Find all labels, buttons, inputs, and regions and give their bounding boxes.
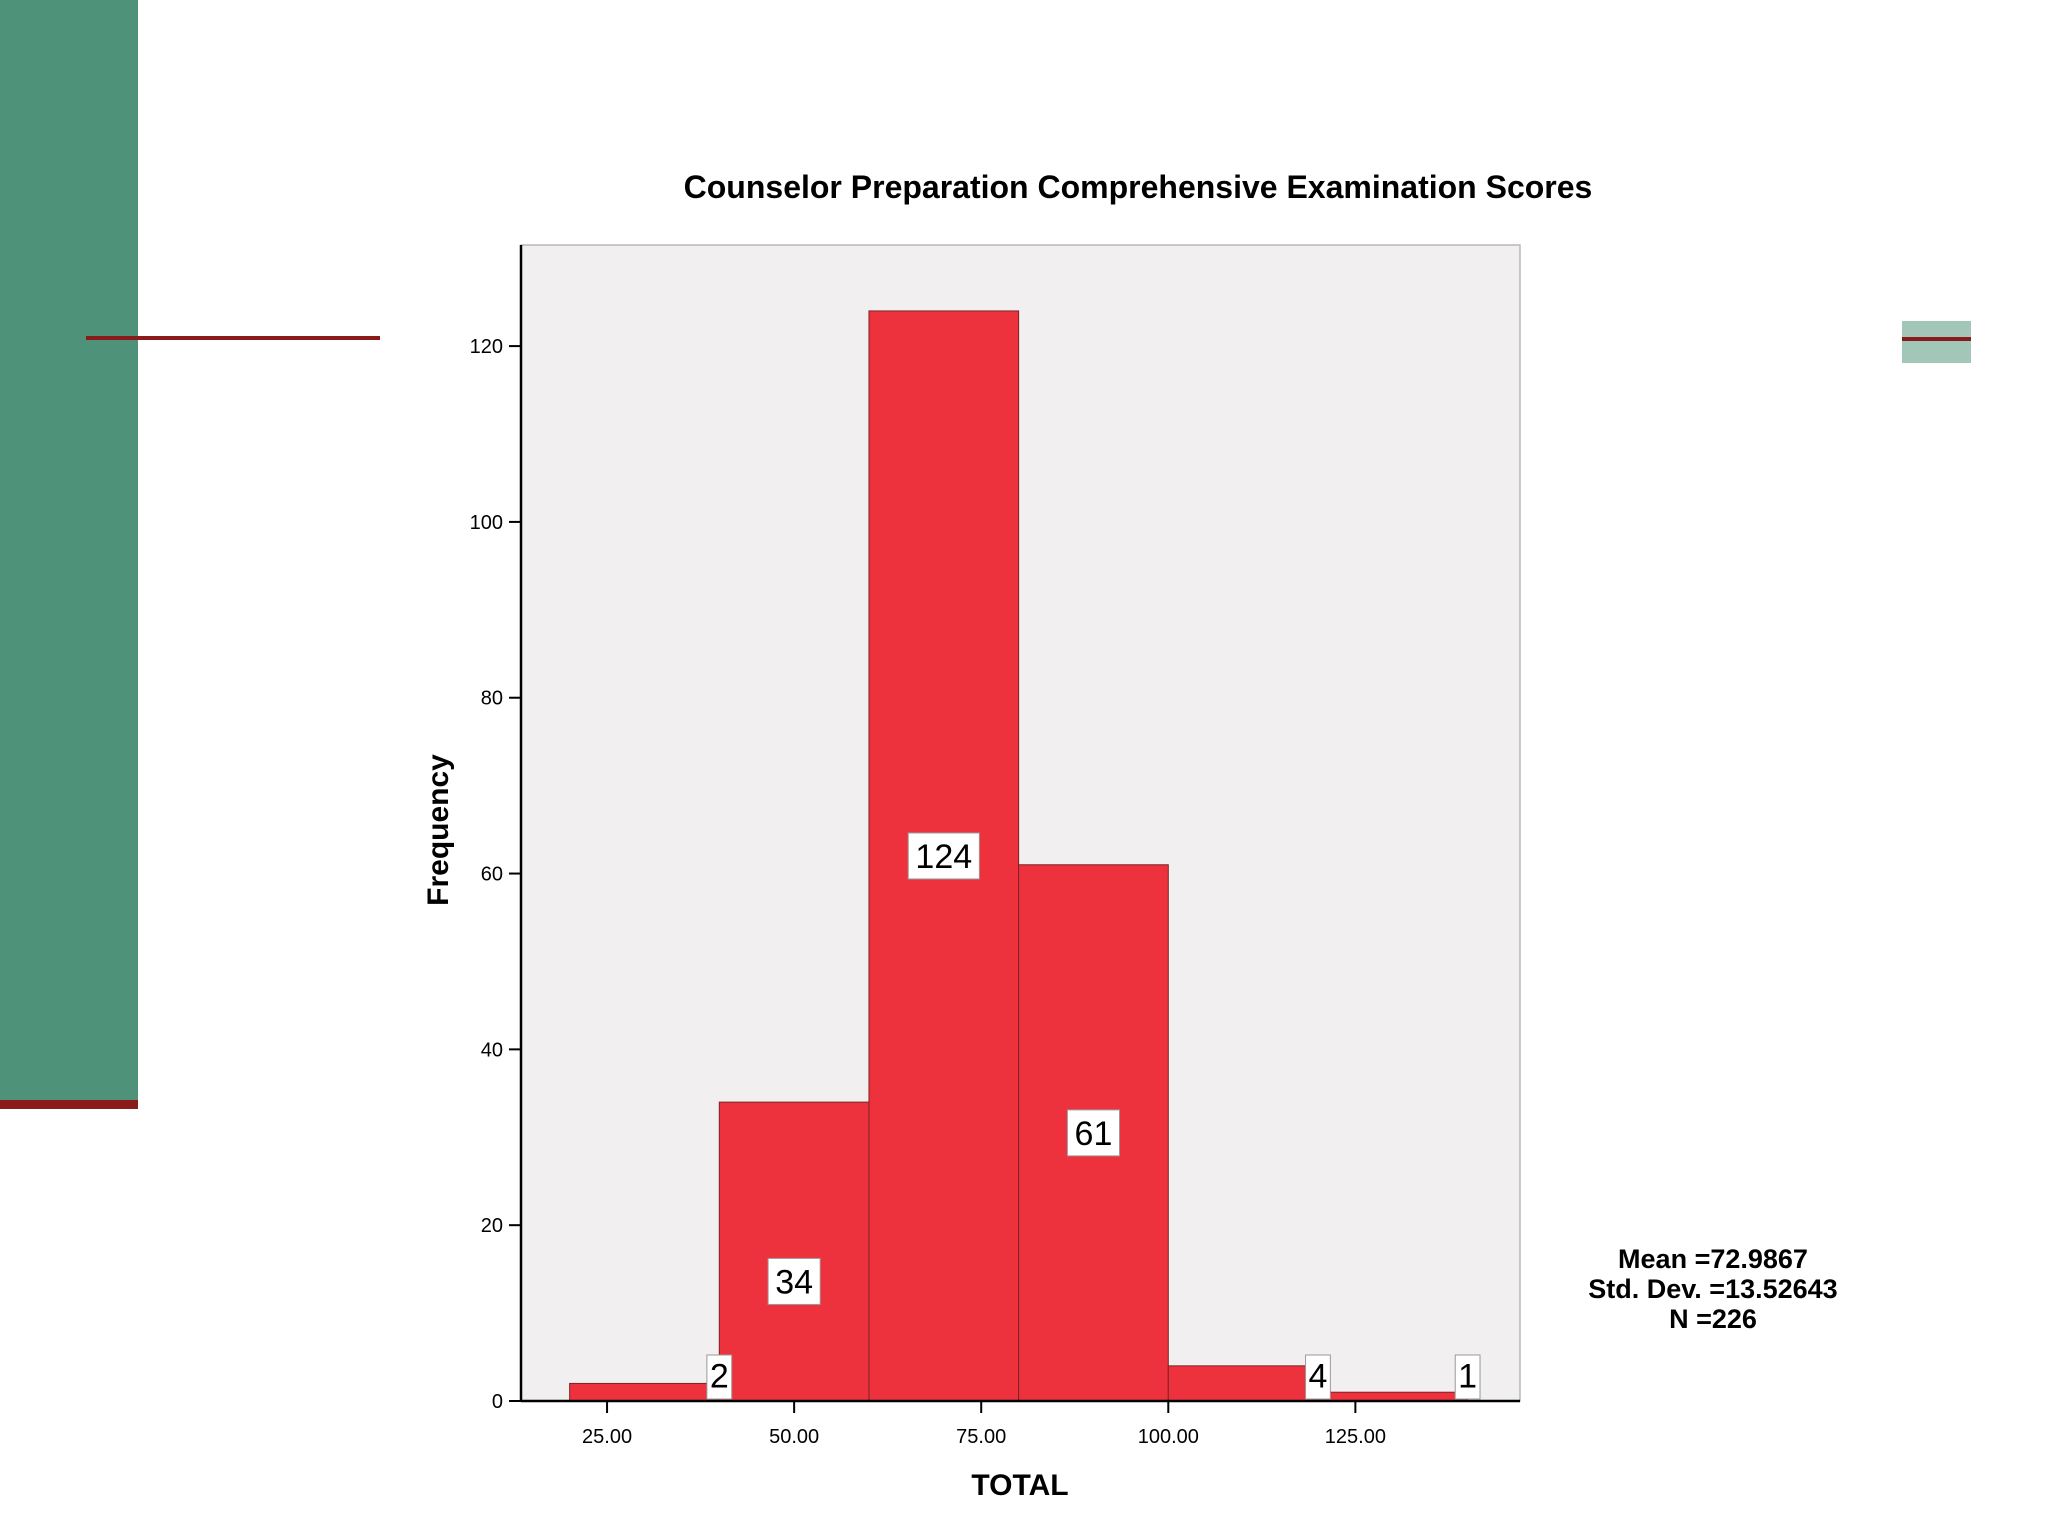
stats-summary: Mean =72.9867 Std. Dev. =13.52643 N =226 bbox=[1588, 1244, 1837, 1334]
histogram-bar bbox=[718, 1101, 870, 1402]
stats-mean: Mean =72.9867 bbox=[1618, 1244, 1808, 1274]
data-label: 124 bbox=[915, 838, 972, 876]
stats-std-dev: Std. Dev. =13.52643 bbox=[1588, 1274, 1837, 1304]
data-label-box bbox=[1305, 1354, 1331, 1400]
data-label: 4 bbox=[1308, 1358, 1327, 1396]
x-axis-ticks: 25.00 50.00 75.00 100.00 125.00 bbox=[582, 1401, 1386, 1448]
y-tick-label: 100 bbox=[470, 512, 503, 534]
x-tick-label: 25.00 bbox=[582, 1426, 632, 1448]
y-tick-label: 0 bbox=[492, 1391, 503, 1413]
data-label-box bbox=[1454, 1354, 1481, 1400]
histogram-bar bbox=[1317, 1391, 1469, 1402]
y-axis-title: Frequency bbox=[422, 754, 455, 906]
decorative-block-right bbox=[1902, 321, 1971, 363]
decorative-rule-right bbox=[1902, 337, 1971, 341]
stats-n: N =226 bbox=[1669, 1304, 1757, 1334]
data-label: 2 bbox=[710, 1358, 729, 1396]
side-panel-rule bbox=[0, 1100, 138, 1109]
x-axis-title: TOTAL bbox=[971, 1469, 1068, 1502]
histogram-bar bbox=[1167, 1365, 1319, 1402]
x-tick-label: 50.00 bbox=[769, 1426, 819, 1448]
side-panel bbox=[0, 0, 138, 1100]
y-tick-label: 60 bbox=[481, 864, 503, 886]
y-tick-label: 120 bbox=[470, 336, 503, 358]
decorative-rule-left bbox=[86, 336, 380, 340]
data-label-box bbox=[907, 832, 980, 880]
y-tick-label: 80 bbox=[481, 688, 503, 710]
x-tick-label: 75.00 bbox=[956, 1426, 1006, 1448]
data-label-box bbox=[767, 1257, 821, 1305]
chart-title: Counselor Preparation Comprehensive Exam… bbox=[684, 169, 1593, 205]
data-label-box bbox=[1066, 1109, 1121, 1157]
data-label: 61 bbox=[1075, 1115, 1113, 1153]
y-tick-label: 40 bbox=[481, 1039, 503, 1061]
data-label: 1 bbox=[1458, 1358, 1477, 1396]
y-axis-ticks: 0 20 40 60 80 100 120 bbox=[470, 336, 521, 1413]
data-label-box bbox=[706, 1354, 733, 1400]
histogram-bar bbox=[569, 1382, 720, 1402]
x-tick-label: 125.00 bbox=[1325, 1426, 1386, 1448]
y-tick-label: 20 bbox=[481, 1215, 503, 1237]
x-tick-label: 100.00 bbox=[1138, 1426, 1199, 1448]
data-label: 34 bbox=[775, 1263, 813, 1301]
data-labels-layer: 2 34 124 61 4 1 bbox=[706, 832, 1481, 1400]
